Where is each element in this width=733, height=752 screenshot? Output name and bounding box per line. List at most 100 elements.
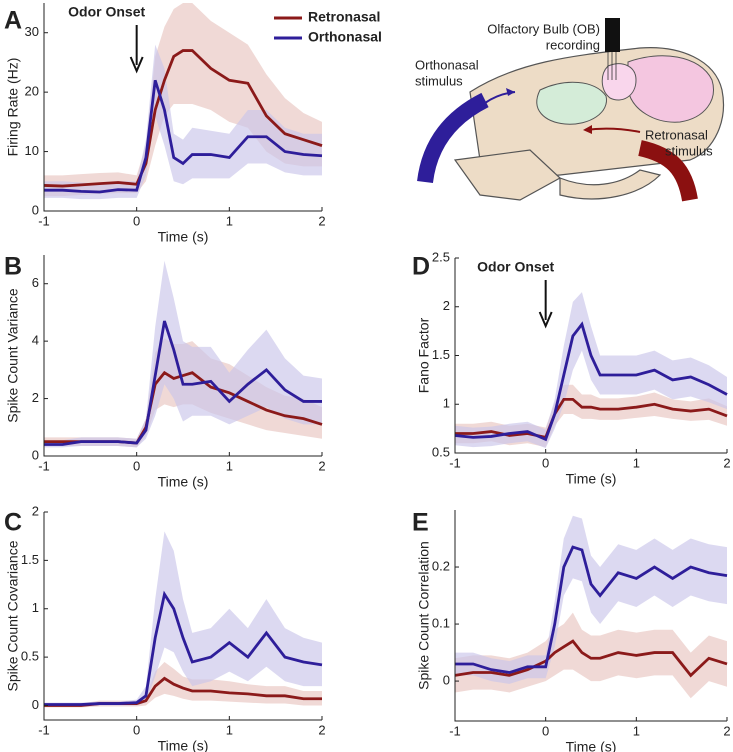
x-tick-label: 2 xyxy=(318,722,325,737)
x-tick-label: 1 xyxy=(226,458,233,473)
x-axis-label: Time (s) xyxy=(158,738,209,752)
y-tick-label: 2 xyxy=(32,503,39,518)
annotation-arrowhead xyxy=(538,311,553,329)
annotation: Odor Onset xyxy=(477,259,554,275)
error-band xyxy=(455,612,727,699)
error-band xyxy=(44,531,322,707)
panel: C 0 0.5 1 1.5 2 -1 0 1 2 Time (s) Spike Count Covar… xyxy=(4,503,326,752)
y-tick-label: 0.2 xyxy=(432,558,450,573)
error-band xyxy=(44,44,322,200)
error-band xyxy=(44,3,322,197)
y-tick-label: 0 xyxy=(443,673,450,688)
x-tick-label: 2 xyxy=(723,455,730,470)
series-line xyxy=(44,320,322,446)
y-tick-label: 2.5 xyxy=(432,249,450,264)
y-tick-label: 0.5 xyxy=(21,649,39,664)
y-tick-label: 4 xyxy=(32,333,39,348)
x-tick-label: 2 xyxy=(723,723,730,738)
retro-label: stimulus xyxy=(665,143,713,158)
electrode xyxy=(605,18,620,52)
y-tick-label: 1 xyxy=(443,396,450,411)
x-tick-label: 0 xyxy=(542,455,549,470)
y-tick-label: 20 xyxy=(25,84,39,99)
panel: E 0 0.1 0.2 -1 0 1 2 Time (s) Spike Count Correla… xyxy=(412,509,731,752)
annotation: Odor Onset xyxy=(68,4,145,20)
x-tick-label: -1 xyxy=(38,213,50,228)
y-axis-label: Spike Count Correlation xyxy=(416,541,432,690)
y-tick-label: 0.1 xyxy=(432,615,450,630)
y-tick-label: 1.5 xyxy=(21,552,39,567)
series-line xyxy=(44,590,323,706)
panel-label: E xyxy=(412,509,429,537)
y-axis-label: Firing Rate (Hz) xyxy=(5,58,21,157)
y-axis-label: Spike Count Covariance xyxy=(5,540,21,691)
error-band xyxy=(44,260,322,448)
jaw-lower xyxy=(559,169,662,200)
annotation-arrowhead xyxy=(129,56,144,74)
jaw xyxy=(453,149,562,201)
y-tick-label: 30 xyxy=(25,24,39,39)
x-axis-label: Time (s) xyxy=(566,471,617,487)
x-tick-label: -1 xyxy=(38,722,50,737)
x-tick-label: 0 xyxy=(542,723,549,738)
series-line xyxy=(455,397,728,440)
x-tick-label: 1 xyxy=(633,723,640,738)
series-line xyxy=(43,49,323,188)
y-tick-label: 0 xyxy=(32,697,39,712)
panel-label: B xyxy=(4,253,22,281)
x-tick-label: -1 xyxy=(449,723,461,738)
panel-label: A xyxy=(4,7,22,35)
ortho-tube xyxy=(417,92,489,184)
series-line xyxy=(455,545,728,674)
retro-arrowhead xyxy=(583,125,592,134)
error-band xyxy=(455,515,727,684)
x-tick-label: 1 xyxy=(226,722,233,737)
series-line xyxy=(454,639,728,678)
x-tick-label: 0 xyxy=(133,722,140,737)
y-axis-label: Fano Factor xyxy=(416,317,432,393)
ortho-label: stimulus xyxy=(415,73,463,88)
y-tick-label: 6 xyxy=(32,275,39,290)
y-tick-label: 0 xyxy=(32,202,39,217)
y-tick-label: 0.5 xyxy=(432,444,450,459)
x-tick-label: 2 xyxy=(318,213,325,228)
x-tick-label: 0 xyxy=(133,213,140,228)
series-line xyxy=(44,79,323,194)
olfactory-bulb xyxy=(601,63,637,101)
x-tick-label: -1 xyxy=(38,458,50,473)
y-tick-label: 0 xyxy=(32,447,39,462)
x-axis-label: Time (s) xyxy=(158,474,209,490)
legend-label: Orthonasal xyxy=(308,29,382,45)
x-tick-label: 0 xyxy=(133,458,140,473)
y-tick-label: 1.5 xyxy=(432,347,450,362)
ortho-label: Orthonasal xyxy=(415,57,479,72)
recording-label: Olfactory Bulb (OB) xyxy=(487,21,600,36)
y-tick-label: 10 xyxy=(25,143,39,158)
legend-label: Retronasal xyxy=(308,9,380,25)
recording-label: recording xyxy=(546,37,600,52)
panel-label: D xyxy=(412,253,430,281)
ortho-arrowhead xyxy=(506,88,515,96)
retro-tube xyxy=(638,140,698,202)
y-tick-label: 1 xyxy=(32,600,39,615)
y-tick-label: 2 xyxy=(443,298,450,313)
error-band xyxy=(44,661,322,708)
x-axis-label: Time (s) xyxy=(158,229,209,245)
series-line xyxy=(454,321,728,442)
x-tick-label: 2 xyxy=(318,458,325,473)
electrode-wires xyxy=(607,52,617,80)
y-tick-label: 2 xyxy=(32,390,39,405)
x-tick-label: 1 xyxy=(226,213,233,228)
x-tick-label: -1 xyxy=(449,455,461,470)
panel: D 0.5 1 1.5 2 2.5 -1 0 1 2 Time (s) Fano Factor Odor… xyxy=(412,249,731,486)
y-axis-label: Spike Count Variance xyxy=(5,288,21,423)
brain xyxy=(627,55,714,123)
nasal-cavity xyxy=(536,81,607,125)
skull-diagram: Olfactory Bulb (OB) recording Orthonasal… xyxy=(415,18,724,202)
x-axis-label: Time (s) xyxy=(566,739,617,752)
panel-label: C xyxy=(4,509,22,537)
retro-label: Retronasal xyxy=(645,127,708,142)
